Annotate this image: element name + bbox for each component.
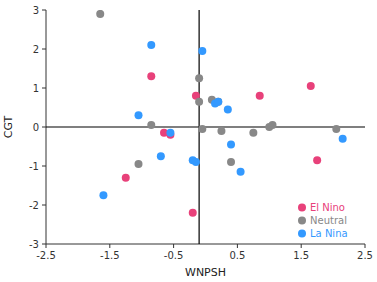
legend-marker [298,217,306,225]
x-tick [237,244,238,248]
legend-marker [298,204,306,212]
x-tick-label: -2.5 [36,250,56,261]
y-tick-label: -3 [29,239,39,250]
scatter-point [313,156,321,164]
scatter-point [195,98,203,106]
y-axis-label: CGT [2,115,15,138]
x-axis-label: WNPSH [185,266,226,279]
scatter-point [227,141,235,149]
y-tick [42,49,46,50]
y-tick-label: -1 [29,161,39,172]
legend-label: Neutral [310,215,347,226]
chart: -2.5 -1.5 -0.5 0.5 1.5 2.5 -3 -2 -1 0 1 2 3 WNPSH CGT E… [0,0,377,282]
x-tick-label: 2.5 [357,250,373,261]
legend: El Nino Neutral La Nina [298,202,348,239]
scatter-point [189,209,197,217]
scatter-point [307,82,315,90]
y-tick [42,205,46,206]
y-tick-label: 1 [33,83,39,94]
scatter-point [332,125,340,133]
x-axis-line [46,244,365,245]
legend-label: La Nina [310,228,348,239]
y-tick [42,244,46,245]
x-tick-label: -1.5 [100,250,120,261]
x-tick [301,244,302,248]
x-tick-label: 1.5 [293,250,309,261]
y-tick-label: 3 [33,5,39,16]
legend-marker [298,230,306,238]
scatter-point [147,72,155,80]
scatter-point [122,174,130,182]
scatter-point [157,152,165,160]
scatter-point [99,191,107,199]
scatter-point [166,129,174,137]
y-tick [42,88,46,89]
x-tick [173,244,174,248]
scatter-point [237,168,245,176]
y-tick [42,166,46,167]
scatter-point [214,98,222,106]
y-tick-label: 2 [33,44,39,55]
scatter-point [265,123,273,131]
scatter-point [195,74,203,82]
y-tick [42,127,46,128]
scatter-point [198,47,206,55]
scatter-point [227,158,235,166]
x-tick-label: -0.5 [164,250,184,261]
scatter-point [217,127,225,135]
scatter-point [198,125,206,133]
legend-label: El Nino [310,202,345,213]
x-tick-label: 0.5 [229,250,245,261]
scatter-point [135,160,143,168]
y-tick-label: 0 [33,122,39,133]
y-tick-label: -2 [29,200,39,211]
scatter-point [147,41,155,49]
scatter-point [339,135,347,143]
scatter-point [224,105,232,113]
scatter-point [135,111,143,119]
scatter-point [147,121,155,129]
x-tick [109,244,110,248]
scatter-point [214,98,222,106]
scatter-point [249,129,257,137]
x-tick [46,244,47,248]
plot-area [46,10,365,244]
x-tick [365,244,366,248]
y-tick [42,10,46,11]
scatter-point [96,10,104,18]
scatter-point [192,158,200,166]
scatter-point [256,92,264,100]
